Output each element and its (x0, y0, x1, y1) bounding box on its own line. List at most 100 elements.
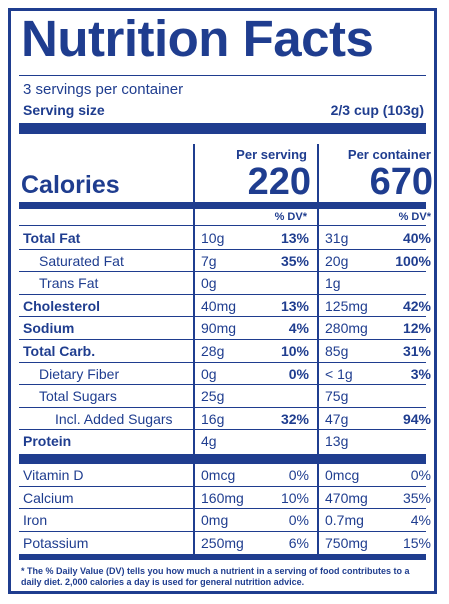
per-container-amount: 280mg (325, 320, 368, 337)
per-container-amount: 20g (325, 252, 349, 269)
per-serving-amount: 40mg (201, 297, 237, 314)
column-divider-1 (193, 144, 195, 554)
per-serving-amount: 0g (201, 275, 217, 292)
per-serving-dv: 35% (280, 252, 309, 269)
per-container-amount: 75g (325, 388, 349, 405)
nutrient-row: Calcium 160mg 10% 470mg 35% (11, 487, 434, 509)
row-divider (19, 361, 426, 363)
per-container-dv: 42% (402, 297, 431, 314)
per-serving-dv: 0% (288, 365, 309, 382)
nutrient-name: Total Sugars (39, 388, 117, 405)
per-container-dv: 31% (402, 343, 431, 359)
nutrient-row: Saturated Fat 7g 35% 20g 100% (11, 250, 434, 272)
nutrient-row: Dietary Fiber 0g 0% < 1g 3% (11, 363, 434, 385)
row-divider (19, 384, 426, 386)
per-serving-amount: 25g (201, 388, 225, 405)
per-serving-dv: 10% (280, 343, 309, 359)
row-divider (19, 485, 426, 487)
nutrient-name: Trans Fat (39, 275, 99, 292)
per-container-dv: 0% (410, 467, 431, 483)
per-serving-amount: 0mcg (201, 467, 236, 483)
per-serving-amount: 16g (201, 410, 225, 427)
nutrient-row: Potassium 250mg 6% 750mg 15% (11, 532, 434, 554)
row-divider (19, 248, 426, 250)
per-serving-dv: 0% (288, 512, 309, 528)
per-serving-dv: 13% (280, 230, 309, 246)
nutrient-row: Cholesterol 40mg 13% 125mg 42% (11, 295, 434, 317)
row-divider (19, 316, 426, 318)
nutrient-name: Dietary Fiber (39, 365, 120, 382)
calories-rule (19, 202, 426, 209)
nutrient-name: Total Carb. (23, 343, 96, 359)
nutrient-name: Potassium (23, 534, 89, 551)
nutrient-name: Total Fat (23, 230, 81, 246)
nutrient-row: Total Carb. 28g 10% 85g 31% (11, 340, 434, 362)
per-serving-amount: 250mg (201, 534, 244, 551)
per-container-dv: 3% (410, 365, 431, 382)
per-serving-dv: 4% (288, 320, 309, 337)
row-divider (19, 339, 426, 340)
per-serving-amount: 90mg (201, 320, 237, 337)
per-container-amount: 750mg (325, 534, 368, 551)
row-divider (19, 271, 426, 273)
per-container-dv: 40% (402, 230, 431, 246)
dv-header-serving: % DV* (274, 211, 307, 223)
per-container-amount: < 1g (325, 365, 353, 382)
nutrient-name: Saturated Fat (39, 252, 124, 269)
per-container-amount: 0.7mg (325, 512, 364, 528)
per-container-amount: 85g (325, 343, 349, 359)
per-serving-amount: 4g (201, 433, 217, 450)
nutrient-name: Incl. Added Sugars (55, 410, 173, 427)
title-rule (19, 75, 426, 76)
serving-size-label: Serving size (23, 102, 105, 118)
nutrient-name: Iron (23, 512, 48, 528)
per-container-dv: 4% (410, 512, 431, 528)
per-container-amount: 0mcg (325, 467, 360, 483)
nutrient-row: Total Fat 10g 13% 31g 40% (11, 227, 434, 249)
per-container-dv: 100% (395, 252, 431, 269)
nutrient-name: Vitamin D (23, 467, 84, 483)
per-container-dv: 35% (402, 489, 431, 506)
nutrient-name: Protein (23, 433, 72, 450)
nutrient-name: Cholesterol (23, 297, 101, 314)
row-divider (19, 429, 426, 431)
per-container-amount: 125mg (325, 297, 368, 314)
nutrient-row: Protein 4g 13g (11, 430, 434, 452)
per-container-amount: 470mg (325, 489, 368, 506)
servings-per-container: 3 servings per container (23, 81, 184, 98)
calories-per-container: 670 (369, 161, 433, 203)
nutrient-row: Trans Fat 0g 1g (11, 272, 434, 294)
per-serving-amount: 0g (201, 365, 217, 382)
per-serving-dv: 6% (288, 534, 309, 551)
dv-header-container: % DV* (398, 211, 431, 223)
column-divider-2 (317, 144, 319, 554)
row-divider (19, 406, 426, 408)
footnote-rule (19, 554, 426, 560)
row-divider (19, 293, 426, 295)
vitamin-rule (19, 454, 426, 464)
calories-label: Calories (21, 171, 120, 199)
nutrient-name: Sodium (23, 320, 75, 337)
per-serving-amount: 10g (201, 230, 225, 246)
per-container-header: Per container (347, 147, 431, 162)
per-container-dv: 15% (402, 534, 431, 551)
per-serving-amount: 160mg (201, 489, 244, 506)
per-serving-amount: 0mg (201, 512, 229, 528)
per-serving-dv: 13% (280, 297, 309, 314)
per-container-amount: 31g (325, 230, 349, 246)
nutrient-row: Incl. Added Sugars 16g 32% 47g 94% (11, 408, 434, 430)
per-container-dv: 94% (402, 410, 431, 427)
per-container-amount: 13g (325, 433, 349, 450)
per-serving-header: Per serving (236, 147, 307, 162)
per-serving-dv: 10% (280, 489, 309, 506)
row-divider (19, 530, 426, 532)
label-title: Nutrition Facts (21, 10, 374, 67)
per-container-amount: 47g (325, 410, 349, 427)
per-serving-dv: 32% (280, 410, 309, 427)
per-serving-dv: 0% (288, 467, 309, 483)
nutrient-row: Total Sugars 25g 75g (11, 385, 434, 407)
nutrient-row: Iron 0mg 0% 0.7mg 4% (11, 509, 434, 531)
per-serving-amount: 28g (201, 343, 225, 359)
serving-size-value: 2/3 cup (103g) (330, 102, 424, 118)
row-divider (19, 508, 426, 509)
